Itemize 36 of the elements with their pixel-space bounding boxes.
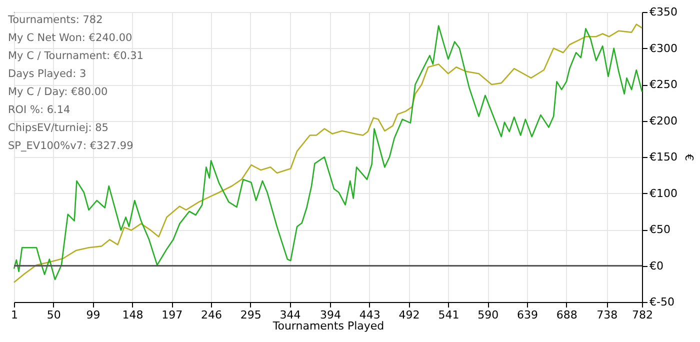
x-tick-label: 50 [46, 308, 61, 322]
y-tick-label: €0 [650, 259, 664, 272]
x-tick-label: 295 [240, 308, 262, 322]
x-tick-label: 492 [398, 308, 420, 322]
y-tick-label: €100 [650, 186, 678, 200]
x-tick-label: 639 [517, 308, 538, 322]
x-tick-label: 246 [201, 308, 222, 322]
y-tick-label: €-50 [650, 296, 674, 308]
x-tick-label: 443 [359, 308, 380, 322]
annotation: ChipsEV/turniej: 85 [8, 122, 108, 134]
x-tick-label: 197 [162, 308, 183, 322]
x-axis-title: Tournaments Played [272, 320, 384, 332]
y-tick-label: €50 [650, 223, 670, 236]
y-tick-label: €150 [650, 150, 678, 164]
x-tick-label: 688 [556, 308, 578, 322]
x-tick-label: 99 [86, 308, 100, 322]
annotation: SP_EV100%v7: €327.99 [8, 140, 134, 152]
y-tick-label: €350 [650, 6, 678, 18]
x-tick-label: 344 [280, 308, 301, 322]
x-tick-label: 590 [478, 308, 499, 322]
annotation: My C / Tournament: €0.31 [8, 50, 144, 62]
y-axis-title: € [682, 154, 696, 161]
annotation: ROI %: 6.14 [8, 104, 71, 116]
y-tick-label: €200 [650, 114, 678, 128]
y-tick-label: €250 [650, 78, 678, 91]
x-tick-label: 1 [11, 308, 18, 322]
x-tick-label: 148 [122, 308, 144, 322]
annotation: My C Net Won: €240.00 [8, 32, 132, 44]
y-tick-label: €300 [650, 42, 678, 55]
annotation: Days Played: 3 [8, 68, 86, 80]
annotation: My C / Day: €80.00 [8, 86, 108, 98]
x-tick-label: 738 [596, 308, 618, 322]
x-tick-label: 394 [320, 308, 342, 322]
x-tick-label: 541 [438, 308, 460, 322]
annotation: Tournaments: 782 [7, 14, 103, 26]
x-tick-label: 782 [632, 308, 653, 322]
